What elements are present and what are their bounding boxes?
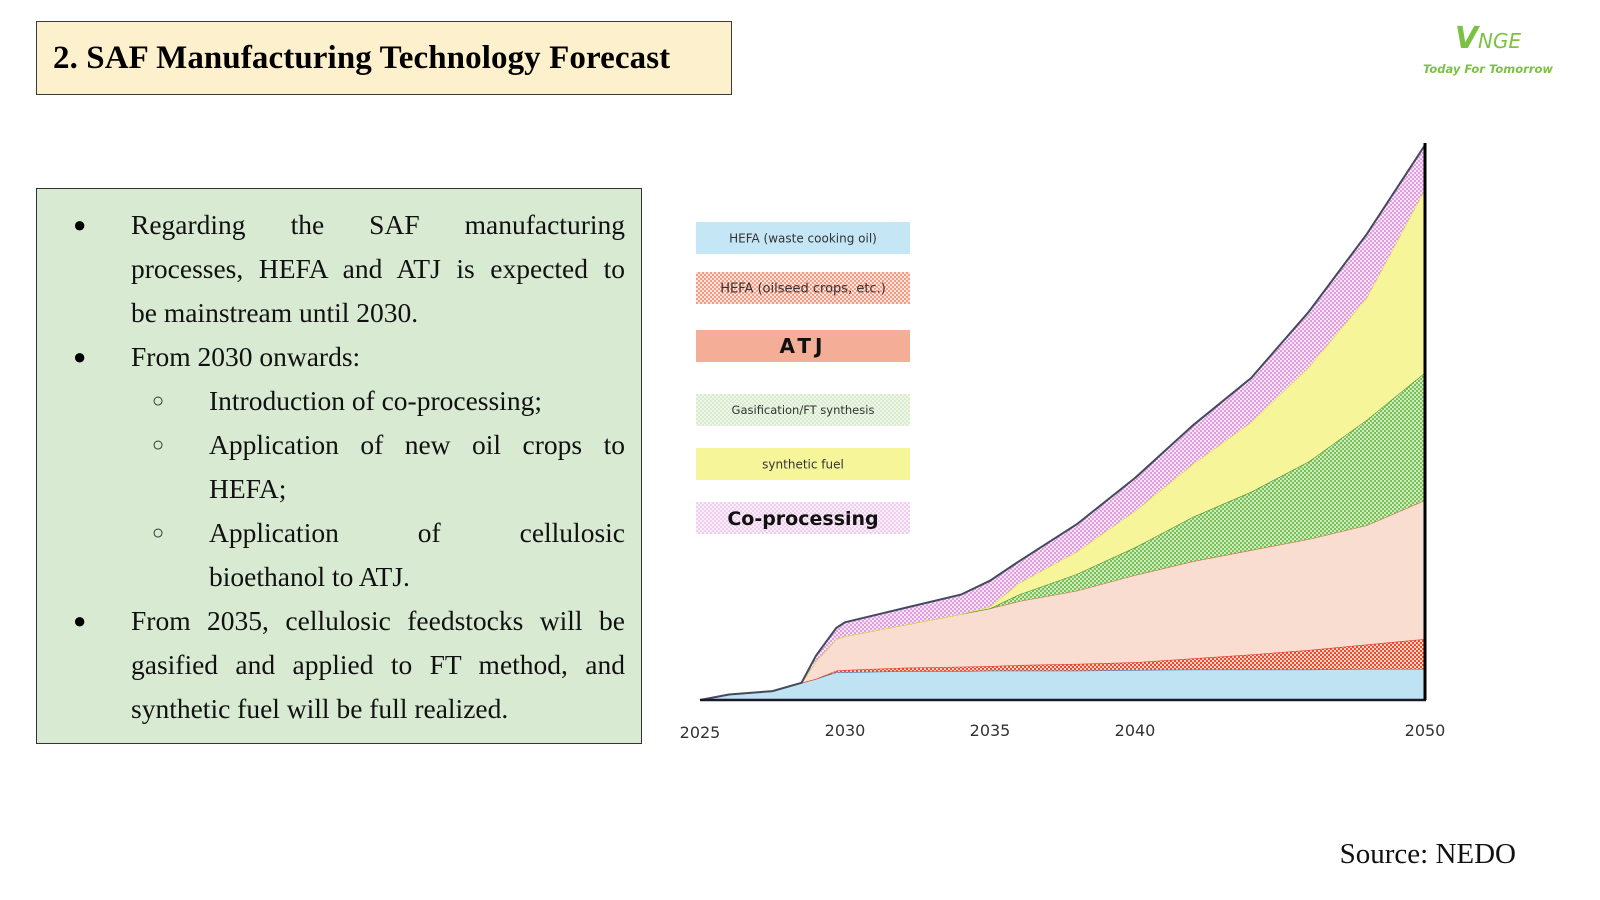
legend-label: synthetic fuel — [762, 457, 844, 471]
bullet-text-line: HEFA; — [209, 473, 287, 504]
x-tick-label: 2030 — [825, 721, 866, 740]
legend-swatch — [696, 330, 910, 362]
vnge-logo: VNGE Today For Tomorrow — [1418, 18, 1558, 88]
bullet-icon: ● — [73, 344, 87, 369]
legend-item: synthetic fuel — [696, 448, 910, 480]
x-tick-label: 2040 — [1115, 721, 1156, 740]
chart-axes — [700, 143, 1427, 702]
logo-text: NGE — [1478, 29, 1522, 53]
legend-label: Co-processing — [727, 508, 878, 530]
x-tick-label: 2050 — [1405, 721, 1446, 740]
legend-swatch — [696, 222, 910, 254]
edge-co-processing — [699, 144, 1426, 701]
sub-bullet-icon: ○ — [152, 522, 165, 544]
legend-label: HEFA (waste cooking oil) — [729, 231, 877, 245]
bullet-text-line: Application of new oil crops to — [209, 429, 625, 460]
logo-tagline: Today For Tomorrow — [1423, 62, 1553, 76]
legend-swatch — [696, 448, 910, 480]
area-hefa-waste-cooking-oil — [700, 668, 1425, 700]
bullet-text-line: synthetic fuel will be full realized. — [131, 693, 509, 724]
bullet-text-line: Application of cellulosic — [209, 517, 625, 548]
chart-legend: HEFA (waste cooking oil) HEFA (oilseed cr… — [696, 222, 910, 534]
bullet-text-line: From 2035, cellulosic feedstocks will be — [131, 605, 625, 636]
legend-swatch — [696, 272, 910, 304]
legend-item: Gasification/FT synthesis — [696, 394, 910, 426]
sub-bullet-icon: ○ — [152, 434, 165, 456]
legend-swatch — [696, 394, 910, 426]
bullet-text-line: Introduction of co-processing; — [209, 385, 542, 416]
area-atj — [700, 500, 1425, 700]
legend-item: HEFA (oilseed crops, etc.) — [696, 272, 910, 304]
stacked-areas — [699, 144, 1426, 701]
sub-bullet-icon: ○ — [152, 390, 165, 412]
area-gasification-ft-synthesis — [700, 372, 1425, 700]
logo-v: V — [1454, 21, 1479, 56]
area-hefa-oilseed-crops-etc — [700, 639, 1425, 700]
bullet-text-line: Regarding the SAF manufacturing — [131, 209, 625, 240]
legend-swatch — [696, 502, 910, 534]
x-tick-label: 2035 — [970, 721, 1011, 740]
bullet-text-line: gasified and applied to FT method, and — [131, 649, 625, 680]
legend-label: ATJ — [779, 334, 826, 358]
chart-svg: 2025 2030 2035 2040 2050 HEFA (waste cooking… — [680, 143, 1446, 742]
legend-label: HEFA (oilseed crops, etc.) — [720, 282, 886, 297]
area-synthetic-fuel — [700, 189, 1425, 700]
bullet-icon: ● — [73, 212, 87, 237]
x-tick-label: 2025 — [680, 723, 721, 742]
slide-title-box: 2. SAF Manufacturing Technology Forecast — [36, 21, 732, 95]
bullet-text-box: ● Regarding the SAF manufacturing processe… — [36, 188, 642, 744]
saf-forecast-chart: 2025 2030 2035 2040 2050 HEFA (waste cooking… — [660, 110, 1540, 770]
legend-item: Co-processing — [696, 502, 910, 534]
x-tick-labels: 2025 2030 2035 2040 2050 — [680, 721, 1446, 742]
bullet-text-line: bioethanol to ATJ. — [209, 561, 410, 592]
legend-item: ATJ — [696, 330, 910, 362]
bullet-text-line: be mainstream until 2030. — [131, 297, 419, 328]
bullet-icon: ● — [73, 608, 87, 633]
source-citation: Source: NEDO — [1339, 838, 1516, 870]
slide-title: 2. SAF Manufacturing Technology Forecast — [53, 39, 671, 76]
legend-item: HEFA (waste cooking oil) — [696, 222, 910, 254]
legend-label: Gasification/FT synthesis — [732, 403, 875, 417]
bullet-text-line: From 2030 onwards: — [131, 341, 361, 372]
logo-mark: VNGE — [1418, 24, 1558, 54]
bullet-text-line: processes, HEFA and ATJ is expected to — [131, 253, 625, 284]
